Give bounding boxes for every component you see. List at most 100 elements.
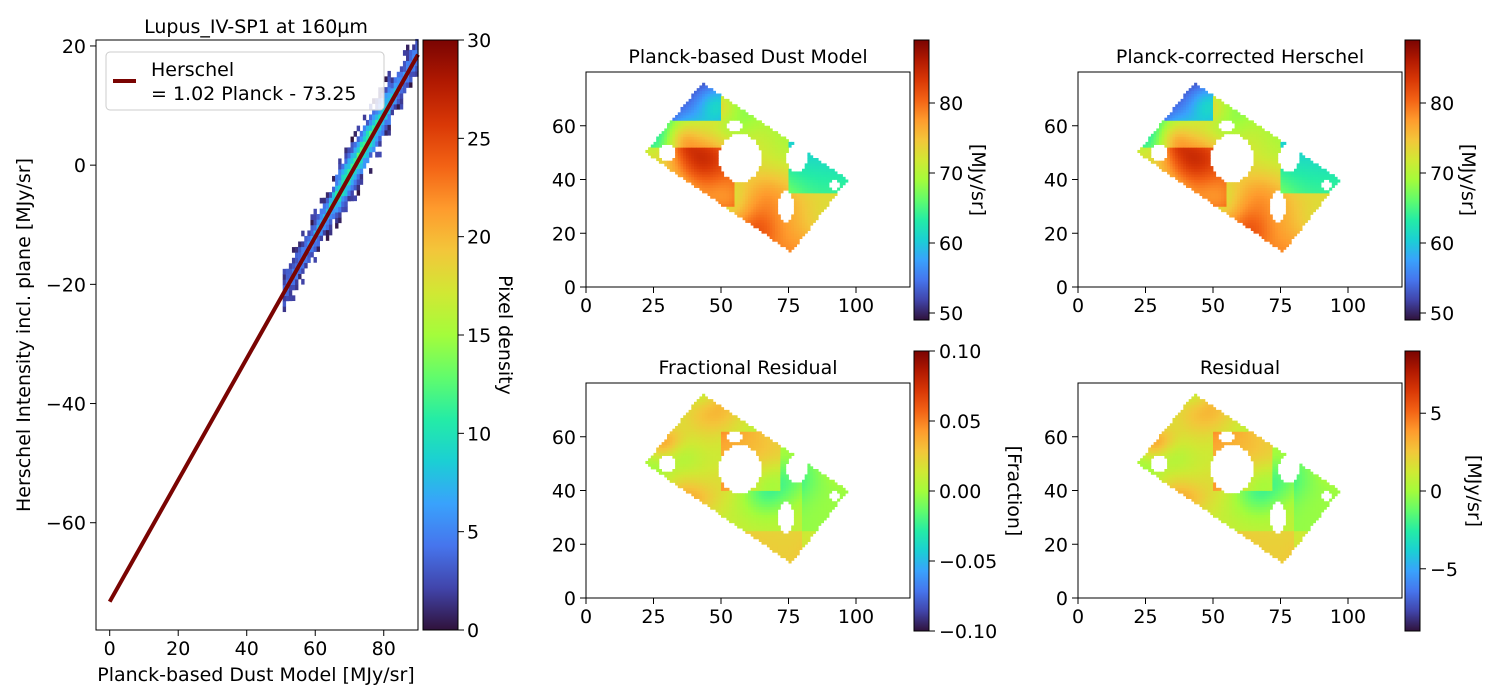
map-pixel	[1164, 144, 1168, 148]
map-pixel	[723, 439, 727, 443]
map-pixel	[696, 401, 700, 405]
map-pixel	[1221, 209, 1225, 213]
map-pixel	[820, 176, 824, 180]
map-pixel	[710, 482, 714, 486]
map-pixel	[1175, 120, 1179, 124]
map-pixel	[1207, 160, 1211, 164]
map-pixel	[667, 439, 671, 443]
map-pixel	[1210, 195, 1214, 199]
map-pixel	[683, 141, 687, 145]
y-tick-label: 60	[552, 116, 576, 138]
map-pixel	[766, 203, 770, 207]
map-pixel	[1291, 182, 1295, 186]
map-pixel	[704, 495, 708, 499]
map-pixel	[694, 493, 698, 497]
map-pixel	[715, 179, 719, 183]
map-pixel	[1315, 163, 1319, 167]
map-pixel	[683, 436, 687, 440]
map-pixel	[702, 190, 706, 194]
map-pixel	[707, 147, 711, 151]
map-pixel	[702, 469, 706, 473]
map-pixel	[1196, 171, 1200, 175]
map-pixel	[707, 458, 711, 462]
map-pixel	[710, 460, 714, 465]
map-pixel	[750, 179, 754, 183]
map-pixel	[685, 158, 689, 162]
map-pixel	[1283, 141, 1287, 145]
map-pixel	[788, 246, 792, 250]
density-cell	[307, 230, 311, 237]
map-pixel	[688, 452, 692, 456]
map-pixel	[702, 168, 706, 172]
map-pixel	[1196, 147, 1200, 151]
map-pixel	[1310, 182, 1314, 186]
map-pixel	[739, 522, 743, 526]
map-pixel	[818, 171, 822, 175]
map-pixel	[712, 490, 716, 494]
density-cell	[310, 219, 314, 226]
map-pixel	[1172, 117, 1176, 121]
map-pixel	[726, 415, 730, 419]
density-cell	[325, 219, 330, 225]
map-pixel	[1229, 109, 1233, 113]
map-pixel	[1148, 149, 1152, 154]
map-pixel	[1231, 190, 1235, 194]
fit-line-path	[107, 53, 420, 603]
map-pixel	[1253, 176, 1257, 180]
map-pixel	[1315, 168, 1319, 172]
map-pixel	[1215, 133, 1219, 137]
density-cell	[338, 163, 342, 170]
map-pixel	[766, 198, 770, 202]
map-pixel	[739, 209, 743, 213]
density-cell	[325, 235, 330, 241]
map-pixel	[694, 485, 698, 489]
map-pixel	[712, 187, 716, 191]
map-pixel	[721, 192, 725, 197]
map-pixel	[766, 160, 770, 164]
map-pixel	[1148, 155, 1152, 159]
map-pixel	[704, 149, 708, 154]
map-pixel	[785, 174, 789, 178]
map-pixel	[748, 190, 752, 194]
map-pixel	[1202, 88, 1206, 92]
map-pixel	[685, 474, 689, 478]
map-pixel	[1140, 152, 1144, 156]
map-pixel	[648, 460, 652, 465]
map-pixel	[1326, 192, 1330, 197]
map-pixel	[1213, 128, 1217, 132]
map-pixel	[1323, 176, 1327, 180]
map-pixel	[739, 512, 743, 516]
map-pixel	[707, 139, 711, 143]
map-pixel	[1250, 222, 1254, 226]
map-pixel	[712, 141, 716, 145]
map-pixel	[683, 466, 687, 470]
map-pixel	[1191, 98, 1195, 102]
map-pixel	[685, 469, 689, 473]
density-cell	[310, 251, 314, 258]
map-pixel	[737, 426, 741, 430]
map-pixel	[688, 98, 692, 102]
map-pixel	[1258, 184, 1262, 188]
map-pixel	[1253, 211, 1257, 215]
map-pixel	[699, 455, 703, 459]
map-pixel	[715, 439, 719, 443]
map-pixel	[772, 141, 776, 145]
density-cell	[369, 152, 373, 158]
map-pixel	[793, 179, 797, 183]
map-pixel	[696, 477, 700, 481]
map-pixel	[783, 163, 787, 167]
map-pixel	[729, 195, 733, 199]
map-pixel	[1288, 192, 1292, 197]
map-pixel	[726, 106, 730, 111]
map-pixel	[1172, 123, 1176, 127]
map-pixel	[1283, 192, 1287, 197]
map-pixel	[1277, 187, 1281, 191]
map-pixel	[1199, 117, 1203, 121]
map-pixel	[748, 503, 752, 508]
map-pixel	[737, 211, 741, 215]
map-pixel	[802, 233, 806, 237]
map-pixel	[1210, 198, 1214, 202]
map-pixel	[1207, 98, 1211, 102]
map-pixel	[1188, 136, 1192, 140]
map-pixel	[680, 158, 684, 162]
